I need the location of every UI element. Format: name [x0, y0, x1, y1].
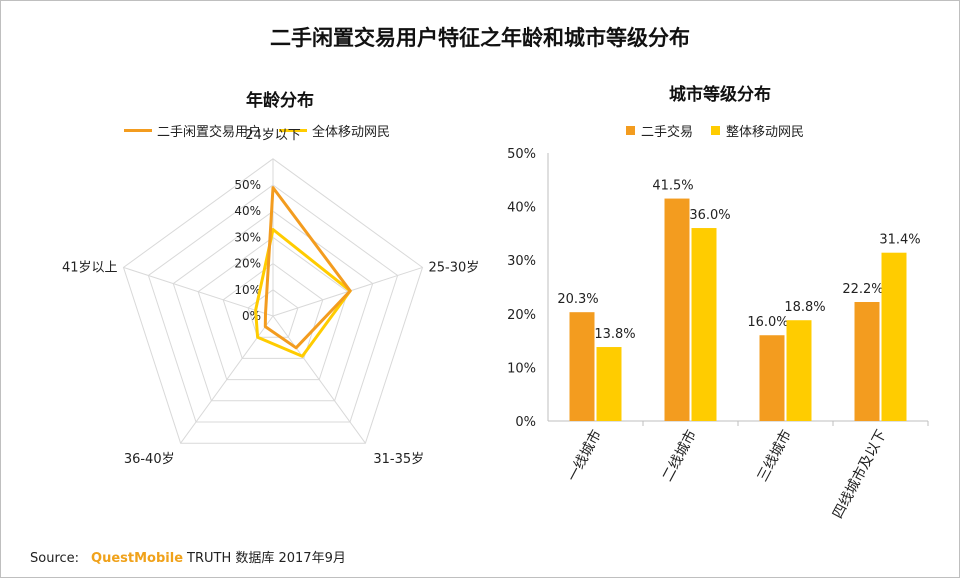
radar-grid-ring: [172, 210, 374, 402]
radar-legend-item-users: 二手闲置交易用户: [124, 121, 261, 140]
legend-box-orange: [626, 126, 635, 135]
bar: [569, 312, 595, 421]
radar-series-line: [263, 186, 352, 350]
radar-category-label: 24岁以下: [245, 128, 301, 143]
source-brand: QuestMobile: [91, 551, 184, 566]
radar-category-label: 31-35岁: [373, 452, 424, 467]
radar-tick-label: 10%: [234, 283, 261, 297]
bar-data-label: 36.0%: [689, 208, 730, 223]
bar: [759, 335, 785, 421]
source-label: Source:: [30, 551, 80, 566]
radar-tick-label: 50%: [234, 178, 261, 192]
bar-data-label: 13.8%: [594, 327, 635, 342]
radar-series-line: [254, 228, 352, 358]
bar-category-label: 四线城市及以下: [829, 427, 890, 522]
bar-legend: 二手交易 整体移动网民: [626, 121, 822, 140]
radar-grid-ring: [197, 236, 349, 381]
source-rest: TRUTH 数据库 2017年9月: [187, 551, 346, 566]
bar-data-label: 41.5%: [652, 179, 693, 194]
bar-chart-title: 城市等级分布: [669, 85, 771, 105]
radar-category-label: 25-30岁: [429, 260, 480, 275]
bar-y-tick-label: 30%: [507, 254, 536, 269]
bar-legend-item-all: 整体移动网民: [711, 121, 804, 140]
bar-y-tick-label: 50%: [507, 147, 536, 162]
source-note: Source: QuestMobile TRUTH 数据库 2017年9月: [30, 547, 346, 566]
bar-data-label: 31.4%: [879, 233, 920, 248]
legend-line-orange: [124, 129, 152, 132]
radar-tick-label: 20%: [234, 257, 261, 271]
bar-y-tick-label: 10%: [507, 361, 536, 376]
legend-line-yellow: [279, 129, 308, 132]
bar-category-label: 三线城市: [754, 427, 795, 484]
bar-data-label: 16.0%: [747, 315, 788, 330]
legend-box-yellow: [711, 126, 721, 135]
bar: [664, 198, 690, 421]
legend-label: 二手闲置交易用户: [157, 125, 262, 140]
bar-data-label: 20.3%: [557, 292, 598, 307]
bar-category-label: 二线城市: [659, 427, 700, 484]
radar-chart-title: 年龄分布: [246, 91, 314, 111]
legend-label: 二手交易: [641, 125, 694, 140]
bar: [596, 347, 622, 421]
radar-grid-ring: [247, 289, 299, 338]
bar-data-label: 18.8%: [784, 300, 825, 315]
radar-grid-ring: [122, 158, 424, 444]
bar: [786, 320, 812, 421]
bar: [691, 228, 717, 421]
legend-label: 整体移动网民: [726, 125, 805, 140]
radar-tick-label: 40%: [234, 204, 261, 218]
bar-y-tick-label: 0%: [515, 415, 536, 430]
bar-data-label: 22.2%: [842, 282, 883, 297]
bar-y-tick-label: 40%: [507, 201, 536, 216]
radar-legend-item-all: 全体移动网民: [279, 121, 390, 140]
radar-category-label: 36-40岁: [124, 452, 175, 467]
bar-legend-item-secondhand: 二手交易: [626, 121, 693, 140]
radar-tick-label: 30%: [234, 230, 261, 244]
radar-category-label: 41岁以上: [62, 260, 118, 275]
bar: [854, 302, 880, 421]
radar-spoke: [272, 315, 366, 444]
bar-y-tick-label: 20%: [507, 308, 536, 323]
radar-spoke: [123, 266, 274, 317]
bar-category-label: 一线城市: [564, 427, 605, 484]
radar-grid-ring: [222, 262, 324, 359]
main-title: 二手闲置交易用户特征之年龄和城市等级分布: [270, 26, 690, 50]
radar-legend: 二手闲置交易用户 全体移动网民: [124, 121, 408, 140]
bar: [881, 252, 907, 421]
radar-grid-ring: [147, 184, 399, 423]
legend-label: 全体移动网民: [312, 125, 391, 140]
